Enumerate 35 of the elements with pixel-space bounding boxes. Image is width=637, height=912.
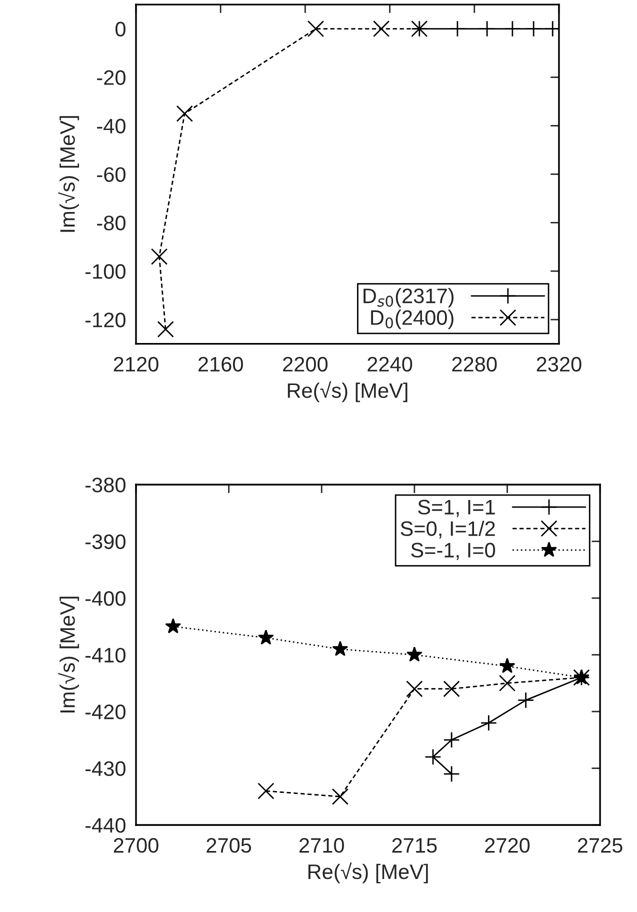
y-tick-label: -120 xyxy=(86,312,126,328)
y-tick-label: -20 xyxy=(97,70,126,86)
y-tick-label: -380 xyxy=(86,478,126,492)
x-tick-label: 2720 xyxy=(485,838,530,853)
y-tick-label: -410 xyxy=(86,648,126,663)
x-tick-label: 2715 xyxy=(392,838,437,853)
y-tick-label: -80 xyxy=(97,216,126,230)
legend-label: D$_{s0}$(2317) xyxy=(364,288,454,308)
x-tick-label: 2700 xyxy=(114,838,158,853)
x-tick-label: 2705 xyxy=(206,838,252,853)
x-tick-label: 2120 xyxy=(114,356,158,372)
x-tick-label: 2710 xyxy=(300,838,344,853)
x-tick-label: 2280 xyxy=(452,356,497,372)
y-axis-title: Im(√s) [MeV] xyxy=(58,116,80,232)
x-tick-label: 2240 xyxy=(368,356,412,372)
x-axis-title: Re(√s) [MeV] xyxy=(308,862,428,884)
y-tick-label: -430 xyxy=(86,761,126,776)
y-tick-label: -420 xyxy=(86,704,126,720)
y-tick-label: -390 xyxy=(86,534,126,550)
x-tick-label: 2320 xyxy=(536,356,582,372)
legend-label: S=-1, I=0 xyxy=(411,542,496,560)
y-tick-label: -400 xyxy=(86,591,126,606)
legend-label: S=0, I=1/2 xyxy=(400,520,495,538)
legend-label: S=1, I=1 xyxy=(418,500,495,517)
y-tick-label: 0 xyxy=(116,22,126,37)
x-tick-label: 2160 xyxy=(198,356,243,372)
y-tick-label: -60 xyxy=(97,167,126,182)
x-tick-label: 2725 xyxy=(578,838,622,853)
y-tick-label: -40 xyxy=(97,118,126,134)
legend-label: D$_{0}$(2400) xyxy=(371,310,454,330)
x-tick-label: 2200 xyxy=(283,356,328,372)
y-tick-label: -100 xyxy=(86,264,126,279)
y-tick-label: -440 xyxy=(86,818,126,833)
y-axis-title: Im(√s) [MeV] xyxy=(58,596,80,712)
x-axis-title: Re(√s) [MeV] xyxy=(288,381,408,402)
